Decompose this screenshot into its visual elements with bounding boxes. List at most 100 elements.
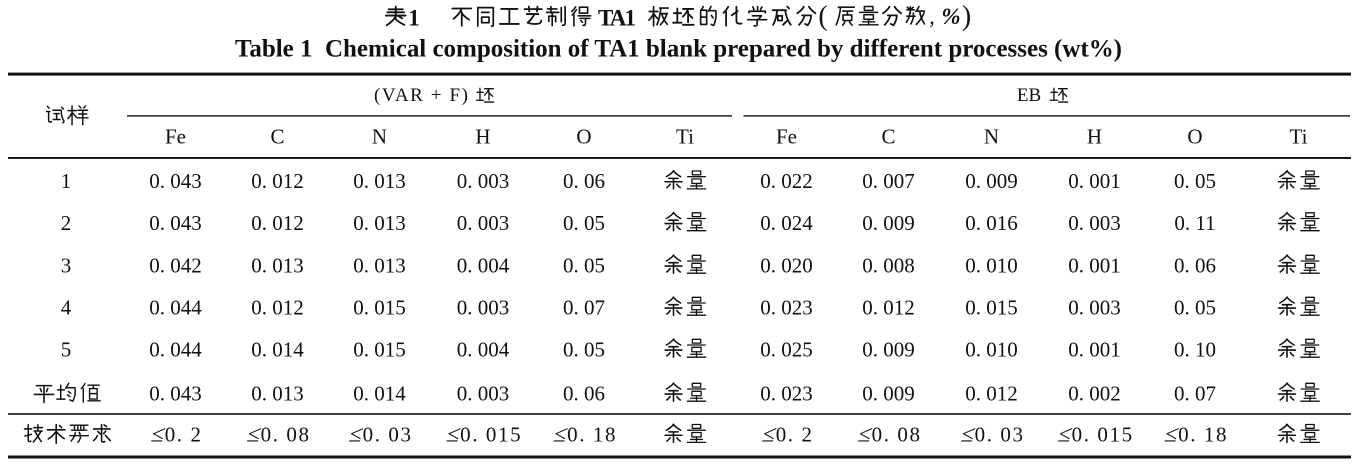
svg-text:0. 2: 0. 2 [776,423,814,447]
svg-text:Fe: Fe [776,124,797,148]
svg-text:0. 009: 0. 009 [862,381,915,405]
svg-text:0. 010: 0. 010 [965,253,1018,277]
svg-text:O: O [1187,124,1202,148]
svg-text:C: C [881,124,895,148]
svg-text:3: 3 [61,253,72,277]
svg-text:0. 013: 0. 013 [251,381,304,405]
svg-text:0. 012: 0. 012 [862,295,915,319]
svg-text:≤: ≤ [1056,422,1075,448]
svg-text:≤: ≤ [856,422,875,448]
svg-text:0. 015: 0. 015 [965,295,1018,319]
svg-text:Fe: Fe [165,124,186,148]
svg-text:0. 18: 0. 18 [567,423,617,447]
svg-text:0. 042: 0. 042 [149,253,202,277]
svg-text:0. 023: 0. 023 [760,295,813,319]
svg-text:≤: ≤ [347,422,366,448]
svg-text:0. 009: 0. 009 [862,211,915,235]
svg-text:0. 001: 0. 001 [1068,337,1121,361]
svg-text:0. 001: 0. 001 [1068,169,1121,193]
svg-text:0. 013: 0. 013 [353,211,406,235]
svg-text:0. 003: 0. 003 [457,169,510,193]
svg-text:0. 004: 0. 004 [457,337,510,361]
svg-text:0. 014: 0. 014 [251,337,304,361]
svg-text:0. 002: 0. 002 [1068,381,1121,405]
svg-text:0. 009: 0. 009 [965,169,1018,193]
svg-text:,: , [929,4,935,29]
svg-text:5: 5 [61,337,72,361]
svg-text:1: 1 [408,5,420,30]
svg-text:0. 003: 0. 003 [457,211,510,235]
svg-text:0. 2: 0. 2 [165,423,203,447]
svg-text:0. 020: 0. 020 [760,253,813,277]
svg-text:2: 2 [61,211,72,235]
svg-text:H: H [475,124,490,148]
svg-text:0. 06: 0. 06 [563,381,605,405]
svg-text:0. 008: 0. 008 [862,253,915,277]
svg-text:0. 024: 0. 024 [760,211,813,235]
svg-text:0. 043: 0. 043 [149,381,202,405]
svg-text:0. 023: 0. 023 [760,381,813,405]
svg-text:): ) [962,1,971,32]
svg-text:≤: ≤ [444,422,463,448]
svg-text:H: H [1087,124,1102,148]
svg-text:0. 044: 0. 044 [149,337,202,361]
svg-text:0. 043: 0. 043 [149,211,202,235]
svg-text:0. 013: 0. 013 [353,169,406,193]
svg-text:(: ( [818,1,827,32]
svg-text:0. 11: 0. 11 [1174,211,1215,235]
svg-text:1: 1 [61,169,72,193]
svg-text:0. 07: 0. 07 [563,295,605,319]
svg-text:0. 03: 0. 03 [975,423,1025,447]
svg-text:0. 003: 0. 003 [1068,211,1121,235]
svg-text:0. 015: 0. 015 [353,337,406,361]
svg-text:≤: ≤ [760,422,779,448]
svg-text:N: N [372,124,387,148]
svg-text:≤: ≤ [959,422,978,448]
svg-text:0. 05: 0. 05 [1174,169,1216,193]
svg-text:≤: ≤ [245,422,264,448]
svg-text:0. 012: 0. 012 [965,381,1018,405]
svg-text:0. 043: 0. 043 [149,169,202,193]
svg-text:0. 10: 0. 10 [1174,337,1216,361]
svg-text:0. 06: 0. 06 [563,169,605,193]
svg-text:0. 015: 0. 015 [353,295,406,319]
svg-text:0. 009: 0. 009 [862,337,915,361]
svg-text:EB: EB [1017,85,1041,106]
svg-text:0. 08: 0. 08 [261,423,311,447]
svg-text:0. 014: 0. 014 [353,381,406,405]
svg-text:≤: ≤ [1162,422,1181,448]
svg-text:0. 012: 0. 012 [251,295,304,319]
svg-text:≤: ≤ [551,422,570,448]
svg-text:4: 4 [61,295,72,319]
svg-text:C: C [270,124,284,148]
svg-text:0. 05: 0. 05 [563,211,605,235]
svg-text:0. 001: 0. 001 [1068,253,1121,277]
svg-text:0. 012: 0. 012 [251,211,304,235]
svg-text:Table 1 Chemical composition: Table 1 Chemical composition of TA1 blan… [235,36,1122,63]
svg-text:0. 007: 0. 007 [862,169,915,193]
svg-text:0. 18: 0. 18 [1178,423,1228,447]
svg-text:0. 05: 0. 05 [563,337,605,361]
svg-text:0. 013: 0. 013 [251,253,304,277]
svg-text:0. 06: 0. 06 [1174,253,1216,277]
svg-text:0. 003: 0. 003 [457,295,510,319]
svg-text:Ti: Ti [1290,124,1308,148]
svg-text:0. 016: 0. 016 [965,211,1018,235]
svg-text:0. 08: 0. 08 [872,423,922,447]
svg-text:0. 044: 0. 044 [149,295,202,319]
svg-text:0. 013: 0. 013 [353,253,406,277]
svg-text:0. 05: 0. 05 [1174,295,1216,319]
svg-text:N: N [984,124,999,148]
svg-text:0. 015: 0. 015 [460,423,522,447]
svg-text:(VAR + F): (VAR + F) [374,85,468,106]
svg-text:0. 022: 0. 022 [760,169,813,193]
svg-text:O: O [576,124,591,148]
svg-text:TA1: TA1 [598,5,636,30]
svg-text:0. 012: 0. 012 [251,169,304,193]
svg-text:%: % [941,4,960,29]
svg-text:0. 03: 0. 03 [363,423,413,447]
svg-text:0. 015: 0. 015 [1072,423,1134,447]
svg-text:0. 05: 0. 05 [563,253,605,277]
svg-text:0. 003: 0. 003 [1068,295,1121,319]
svg-text:0. 025: 0. 025 [760,337,813,361]
